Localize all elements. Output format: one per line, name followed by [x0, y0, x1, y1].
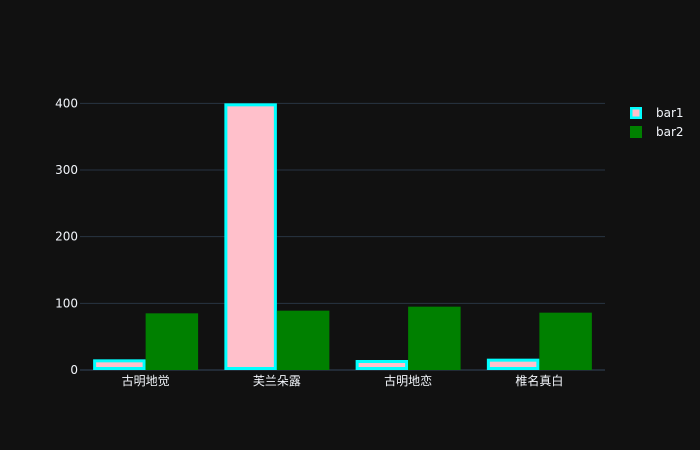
x-tick-label-2: 古明地恋	[384, 373, 432, 388]
y-tick-label-2: 200	[55, 230, 78, 244]
y-tick-label-1: 100	[55, 296, 78, 310]
legend-swatch-bar2	[630, 126, 642, 138]
y-axis-ticks: 0 100 200 300 400	[55, 96, 78, 377]
legend-item-bar1[interactable]: bar1	[630, 106, 684, 120]
bar-bar2-0[interactable]	[145, 313, 199, 370]
bar-bar1-3[interactable]	[486, 358, 540, 370]
bar-bar1-1[interactable]	[224, 103, 277, 370]
x-axis-ticks: 古明地觉 芙兰朵露 古明地恋 椎名真白	[122, 373, 564, 388]
y-tick-label-0: 0	[70, 363, 78, 377]
legend-swatch-bar1	[630, 107, 642, 119]
y-gridlines	[80, 102, 605, 371]
legend-label-bar2: bar2	[656, 125, 684, 139]
series-bar2	[145, 306, 592, 370]
bar-bar2-1[interactable]	[276, 310, 330, 370]
bar-bar2-3[interactable]	[539, 312, 592, 370]
legend-item-bar2[interactable]: bar2	[630, 125, 684, 139]
bar-bar1-0[interactable]	[93, 359, 146, 371]
series-bar1	[93, 103, 540, 371]
bar-bar1-2[interactable]	[355, 360, 409, 370]
legend-label-bar1: bar1	[656, 106, 684, 120]
x-tick-label-1: 芙兰朵露	[253, 374, 301, 388]
x-tick-label-0: 古明地觉	[122, 373, 170, 388]
bar-bar2-2[interactable]	[408, 306, 461, 370]
y-tick-label-4: 400	[55, 96, 78, 110]
bars	[93, 103, 592, 371]
x-tick-label-3: 椎名真白	[515, 373, 563, 388]
legend[interactable]: bar1 bar2	[630, 106, 684, 139]
y-tick-label-3: 300	[55, 163, 78, 177]
